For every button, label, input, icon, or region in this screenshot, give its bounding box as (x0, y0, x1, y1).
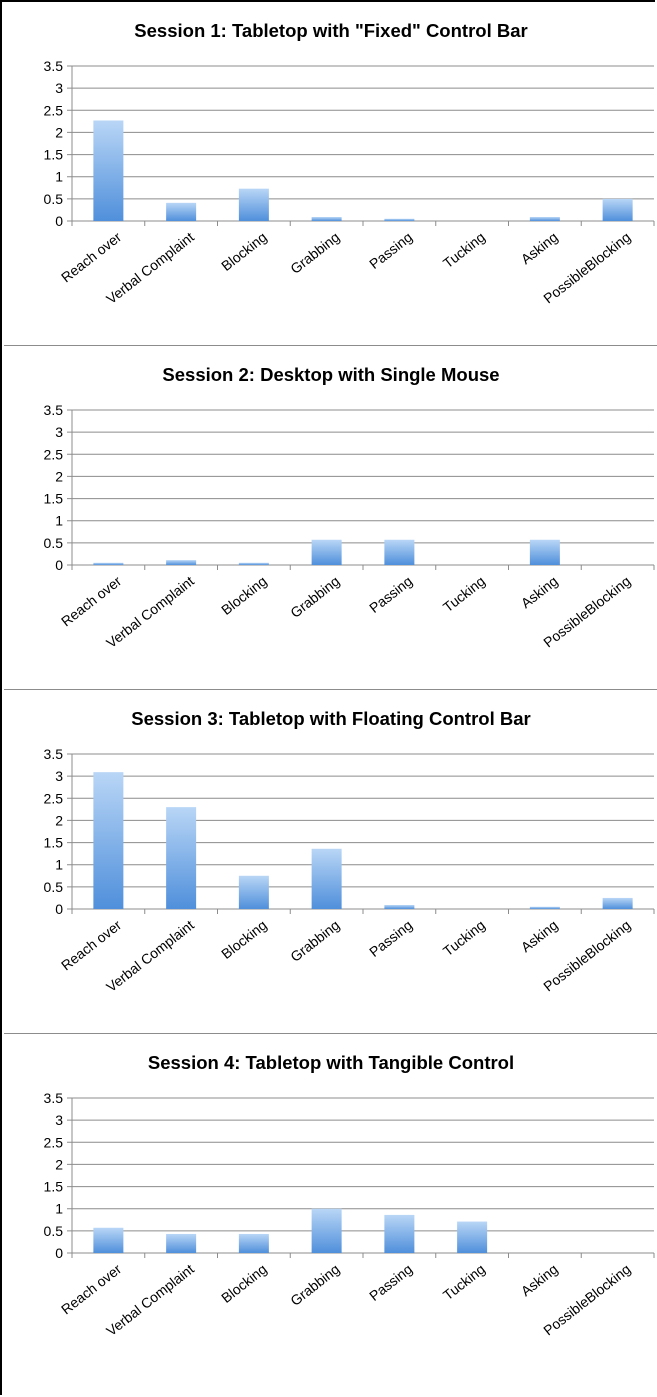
bar-blocking (238, 1233, 269, 1253)
bar-verbal-complaint (166, 807, 197, 909)
y-tick-label: 0 (55, 901, 63, 917)
bar-possibleblocking (602, 198, 633, 221)
chart-session-1: Session 1: Tabletop with "Fixed" Control… (44, 20, 655, 307)
chart-session-2: Session 2: Desktop with Single Mouse 0 0.5… (44, 364, 655, 651)
x-tick-label: Blocking (218, 917, 270, 962)
y-tick-label: 2.5 (44, 102, 64, 118)
y-tick-label: 0.5 (44, 879, 64, 895)
y-tick-label: 3 (55, 1112, 63, 1128)
y-tick-label: 0 (55, 557, 63, 573)
bar-passing (384, 905, 415, 909)
x-tick-label: Reach over (58, 229, 125, 286)
x-tick-label: Grabbing (287, 1261, 342, 1309)
y-tick-label: 0.5 (44, 1223, 64, 1239)
chart-panel-session-2: Session 2: Desktop with Single Mouse 0 0.5… (4, 346, 657, 690)
bar-passing (384, 1214, 415, 1253)
x-tick-label: Passing (366, 1261, 415, 1304)
x-tick-label: Asking (518, 229, 561, 267)
chart-panel-session-1: Session 1: Tabletop with "Fixed" Control… (4, 2, 657, 346)
x-tick-label: Blocking (218, 229, 270, 274)
y-tick-label: 2.5 (44, 1134, 64, 1150)
y-tick-label: 3.5 (44, 58, 64, 74)
chart-title-session-2: Session 2: Desktop with Single Mouse (162, 364, 499, 385)
bar-possibleblocking (602, 897, 633, 909)
chart-panel-session-3: Session 3: Tabletop with Floating Contro… (4, 690, 657, 1034)
y-tick-label: 3.5 (44, 402, 64, 418)
y-tick-label: 1.5 (44, 147, 64, 163)
y-tick-label: 1 (55, 1201, 63, 1217)
x-tick-label: Asking (518, 917, 561, 955)
bar-reach-over (93, 1227, 124, 1253)
y-tick-label: 2 (55, 1156, 63, 1172)
bar-grabbing (311, 217, 342, 221)
x-tick-label: Tucking (440, 917, 488, 959)
x-tick-label: Grabbing (287, 573, 342, 621)
x-tick-label: Tucking (440, 573, 488, 615)
bar-reach-over (93, 120, 124, 221)
bar-asking (529, 906, 560, 909)
y-tick-label: 0 (55, 213, 63, 229)
y-tick-label: 2.5 (44, 790, 64, 806)
bar-verbal-complaint (166, 560, 197, 565)
x-tick-label: Tucking (440, 1261, 488, 1303)
y-tick-label: 1.5 (44, 835, 64, 851)
y-tick-label: 1.5 (44, 1179, 64, 1195)
bar-verbal-complaint (166, 1233, 197, 1253)
bar-grabbing (311, 1208, 342, 1253)
x-tick-label: Grabbing (287, 917, 342, 965)
chart-session-4: Session 4: Tabletop with Tangible Contro… (44, 1052, 655, 1339)
chart-title-session-1: Session 1: Tabletop with "Fixed" Control… (134, 20, 527, 41)
x-tick-label: Grabbing (287, 229, 342, 277)
bar-reach-over (93, 562, 124, 565)
x-tick-label: Asking (518, 1261, 561, 1299)
y-tick-label: 3.5 (44, 1090, 64, 1106)
bar-blocking (238, 188, 269, 221)
y-tick-label: 3 (55, 768, 63, 784)
y-tick-label: 3.5 (44, 746, 64, 762)
y-tick-label: 0 (55, 1245, 63, 1261)
bar-tucking (457, 1221, 488, 1253)
bar-asking (529, 539, 560, 565)
y-tick-label: 1.5 (44, 491, 64, 507)
bar-blocking (238, 875, 269, 909)
x-tick-label: Tucking (440, 229, 488, 271)
y-tick-label: 2 (55, 812, 63, 828)
x-tick-label: Reach over (58, 573, 125, 630)
bar-blocking (238, 562, 269, 565)
bar-grabbing (311, 848, 342, 909)
y-tick-label: 3 (55, 80, 63, 96)
bar-asking (529, 217, 560, 221)
y-tick-label: 2.5 (44, 446, 64, 462)
y-tick-label: 2 (55, 468, 63, 484)
bar-passing (384, 539, 415, 565)
chart-title-session-3: Session 3: Tabletop with Floating Contro… (131, 708, 530, 729)
bar-reach-over (93, 772, 124, 909)
y-tick-label: 0.5 (44, 191, 64, 207)
bar-grabbing (311, 539, 342, 565)
bar-passing (384, 218, 415, 221)
y-tick-label: 3 (55, 424, 63, 440)
x-tick-label: Blocking (218, 573, 270, 618)
y-tick-label: 2 (55, 124, 63, 140)
chart-panel-session-4: Session 4: Tabletop with Tangible Contro… (4, 1034, 657, 1397)
y-tick-label: 1 (55, 857, 63, 873)
x-tick-label: Passing (366, 229, 415, 272)
bar-verbal-complaint (166, 202, 197, 221)
x-tick-label: Passing (366, 573, 415, 616)
y-tick-label: 0.5 (44, 535, 64, 551)
x-tick-label: Passing (366, 917, 415, 960)
x-tick-label: Blocking (218, 1261, 270, 1306)
y-tick-label: 1 (55, 513, 63, 529)
x-tick-label: Reach over (58, 917, 125, 974)
chart-session-3: Session 3: Tabletop with Floating Contro… (44, 708, 655, 995)
x-tick-label: Reach over (58, 1261, 125, 1318)
y-tick-label: 1 (55, 169, 63, 185)
x-tick-label: Asking (518, 573, 561, 611)
chart-title-session-4: Session 4: Tabletop with Tangible Contro… (148, 1052, 514, 1073)
